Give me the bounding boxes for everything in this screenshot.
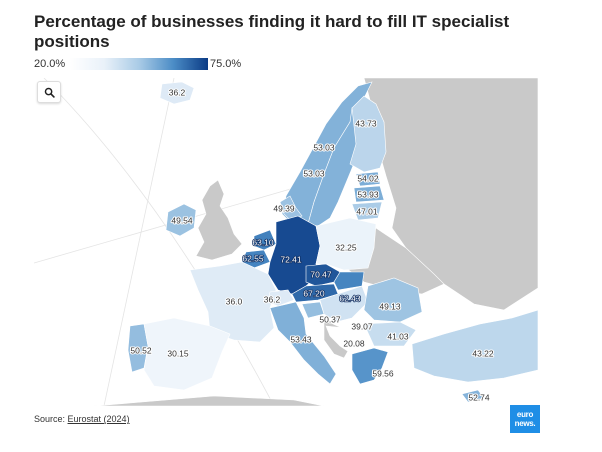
romania-region[interactable]: [363, 277, 423, 323]
source-link[interactable]: Eurostat (2024): [67, 414, 130, 424]
legend-max-label: 75.0%: [210, 58, 242, 70]
value-label-finland: 43.73: [355, 118, 377, 128]
value-label-cyprus: 52.74: [468, 392, 490, 402]
estonia-region[interactable]: [355, 171, 381, 187]
source-note: Source: Eurostat (2024): [34, 414, 130, 424]
value-label-bosnia: 20.08: [343, 338, 365, 348]
value-label-hungary: 39.07: [351, 321, 373, 331]
value-label-spain: 30.15: [167, 348, 189, 358]
search-icon: [44, 87, 55, 98]
bulgaria-region[interactable]: [363, 321, 417, 347]
value-label-slovenia: 50.37: [319, 314, 341, 324]
value-label-france: 36.0: [226, 296, 243, 306]
france-region[interactable]: [189, 261, 277, 343]
iceland-region[interactable]: [159, 81, 195, 105]
lithuania-region[interactable]: [351, 201, 383, 221]
hungary-region[interactable]: [319, 285, 369, 323]
ireland-region[interactable]: [165, 203, 197, 237]
legend-min-label: 20.0%: [34, 58, 66, 70]
turkey-region[interactable]: [411, 309, 538, 383]
spain-region[interactable]: [143, 317, 231, 391]
zoom-button[interactable]: [37, 81, 61, 103]
poland-region[interactable]: [315, 217, 377, 271]
map-canvas[interactable]: 36.2 53.03 53.03 43.73 54.02 53.93 47.01 49.39 4…: [34, 78, 538, 406]
greece-region[interactable]: [351, 347, 389, 385]
uk-region: [195, 179, 243, 261]
netherlands-region[interactable]: [253, 229, 277, 251]
value-label-estonia: 54.02: [357, 173, 379, 183]
value-labels: 36.2 53.03 53.03 43.73 54.02 53.93 47.01 49.39 4…: [129, 86, 495, 403]
latvia-region[interactable]: [353, 185, 385, 203]
chart-title: Percentage of businesses finding it hard…: [34, 12, 510, 51]
value-label-italy: 53.43: [290, 334, 312, 344]
value-label-norway: 53.03: [303, 168, 325, 178]
value-label-lithuania: 47.01: [356, 206, 378, 216]
value-label-denmark: 49.39: [273, 203, 295, 213]
value-label-slovakia: 62.43: [339, 293, 361, 303]
value-label-turkey: 43.22: [472, 348, 494, 358]
value-label-belgium: 62.55: [242, 253, 264, 263]
legend-gradient-bar: [70, 58, 208, 70]
value-label-romania: 49.13: [379, 301, 401, 311]
europe-map[interactable]: 36.2 53.03 53.03 43.73 54.02 53.93 47.01 49.39 4…: [34, 78, 538, 406]
euronews-logo: euro news.: [510, 405, 540, 433]
value-label-iceland: 36.2: [169, 87, 186, 97]
denmark-region[interactable]: [279, 195, 303, 221]
belgium-region[interactable]: [241, 249, 271, 269]
value-label-poland: 32.25: [335, 242, 357, 252]
north-africa-region: [93, 395, 325, 406]
data-regions[interactable]: [127, 81, 538, 403]
value-label-latvia: 53.93: [357, 189, 379, 199]
finland-region[interactable]: [349, 95, 387, 173]
italy-region[interactable]: [269, 301, 337, 385]
source-prefix: Source:: [34, 414, 68, 424]
graticule: [34, 78, 295, 406]
value-label-germany: 72.41: [280, 254, 302, 264]
value-label-czechia: 70.47: [310, 269, 332, 279]
value-label-bulgaria: 41.03: [387, 331, 409, 341]
logo-line-1: euro: [516, 410, 534, 419]
switzerland-region[interactable]: [267, 289, 295, 307]
color-legend: 20.0% 75.0%: [34, 57, 254, 71]
slovakia-region[interactable]: [333, 271, 365, 291]
value-label-sweden: 53.03: [313, 142, 335, 152]
cyprus-region[interactable]: [461, 389, 485, 403]
value-label-netherlands: 63.10: [252, 237, 274, 247]
value-label-portugal: 50.52: [130, 345, 152, 355]
value-label-greece: 59.56: [372, 368, 394, 378]
value-label-ireland: 49.54: [171, 215, 193, 225]
logo-line-2: news.: [514, 419, 536, 428]
value-label-austria: 67.20: [303, 288, 325, 298]
value-label-switzerland: 36.2: [264, 294, 281, 304]
